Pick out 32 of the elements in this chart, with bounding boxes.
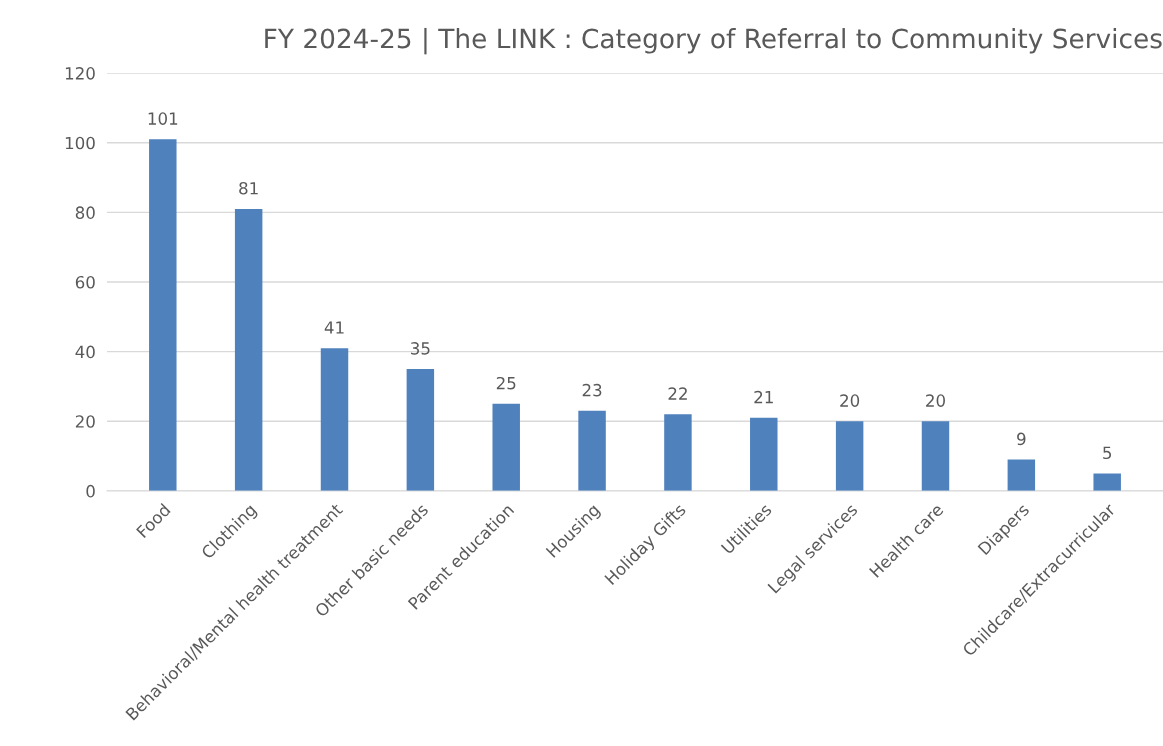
bar xyxy=(492,403,520,491)
chart-title: FY 2024-25 | The LINK : Category of Referral to Community Services xyxy=(265,27,1162,55)
bar xyxy=(406,369,435,491)
data-label: 9 xyxy=(1017,432,1026,446)
data-label: 101 xyxy=(148,112,178,125)
data-label: 22 xyxy=(668,387,687,400)
data-label: 20 xyxy=(840,394,860,407)
data-label: 20 xyxy=(926,394,945,407)
bar xyxy=(149,139,177,491)
bar xyxy=(1007,459,1036,491)
y-tick-label: 80 xyxy=(75,206,95,219)
y-tick-label: 20 xyxy=(75,415,95,428)
data-label: 21 xyxy=(754,390,773,404)
bar xyxy=(578,410,606,491)
bar xyxy=(921,421,950,491)
bar xyxy=(320,348,349,491)
y-tick-label: 60 xyxy=(75,275,95,289)
bar xyxy=(234,208,263,491)
data-label: 81 xyxy=(239,181,258,195)
bar xyxy=(750,417,778,491)
y-tick-label: 0 xyxy=(86,484,95,498)
data-label: 35 xyxy=(411,342,430,355)
bar xyxy=(835,421,864,491)
y-tick-label: 40 xyxy=(75,345,95,359)
data-label: 23 xyxy=(582,383,602,397)
data-label: 5 xyxy=(1103,446,1112,460)
bar xyxy=(1093,473,1121,491)
bar xyxy=(664,414,692,491)
y-tick-label: 120 xyxy=(65,67,95,80)
data-label: 25 xyxy=(496,376,516,390)
y-tick-label: 100 xyxy=(65,136,95,150)
data-label: 41 xyxy=(324,321,344,334)
